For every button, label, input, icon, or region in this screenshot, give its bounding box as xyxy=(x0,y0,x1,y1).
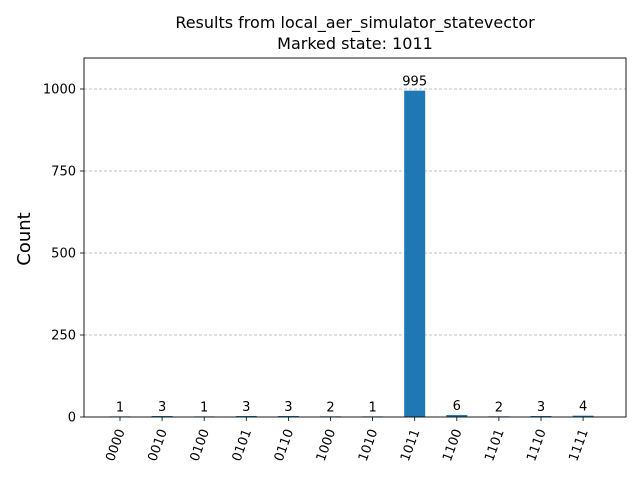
x-tick-label: 1010 xyxy=(356,427,381,463)
x-tick-label: 1111 xyxy=(566,427,591,463)
data-label-1100: 6 xyxy=(453,399,461,414)
y-tick-label: 750 xyxy=(51,164,76,179)
data-label-0010: 3 xyxy=(158,400,166,415)
data-label-1111: 4 xyxy=(579,400,587,415)
plot-frame xyxy=(83,57,627,418)
chart-subtitle: Marked state: 1011 xyxy=(277,34,433,53)
chart-title: Results from local_aer_simulator_stateve… xyxy=(175,13,535,33)
bar-0010 xyxy=(151,416,173,417)
x-tick-label: 0100 xyxy=(188,427,213,463)
data-labels: 1 3 1 3 3 2 1 995 6 2 3 4 xyxy=(116,75,587,416)
bar-0101 xyxy=(235,416,257,417)
x-tick-label: 0110 xyxy=(272,427,297,463)
y-tick-label: 500 xyxy=(51,246,76,261)
data-label-1101: 2 xyxy=(495,400,503,415)
x-tick-label: 1100 xyxy=(440,427,465,463)
y-tick-label: 1000 xyxy=(43,82,76,97)
x-tick-label: 1101 xyxy=(482,427,507,463)
y-tick-label: 0 xyxy=(68,411,76,426)
x-tick-label: 0000 xyxy=(103,427,128,463)
data-label-0101: 3 xyxy=(242,400,250,415)
data-label-1010: 1 xyxy=(368,400,376,415)
data-label-0110: 3 xyxy=(284,400,292,415)
bars xyxy=(109,90,594,418)
x-tick-label: 0101 xyxy=(230,427,255,463)
data-label-1000: 2 xyxy=(326,400,334,415)
x-tick-label: 0010 xyxy=(145,427,170,463)
bar-1011 xyxy=(404,90,426,418)
bar-1100 xyxy=(446,415,468,417)
y-tick-label: 250 xyxy=(51,328,76,343)
x-tick-label: 1000 xyxy=(314,427,339,463)
bar-1111 xyxy=(572,415,594,417)
y-axis-label: Count xyxy=(14,212,35,265)
data-label-0000: 1 xyxy=(116,400,124,415)
gridlines xyxy=(84,88,626,336)
data-label-0100: 1 xyxy=(200,400,208,415)
data-label-1110: 3 xyxy=(537,400,545,415)
bar-1110 xyxy=(530,416,552,417)
bar-0110 xyxy=(277,416,299,417)
x-tick-label: 1110 xyxy=(524,427,549,463)
x-tick-label: 1011 xyxy=(398,427,423,463)
data-label-1011: 995 xyxy=(402,75,427,90)
